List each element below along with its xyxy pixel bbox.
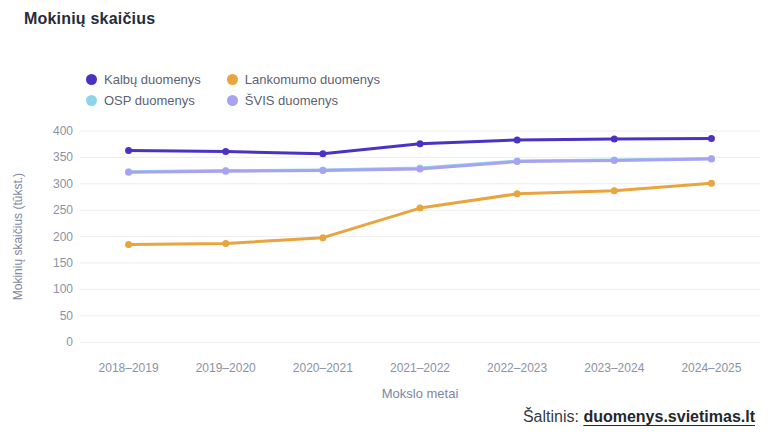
x-tick-label: 2023–2024	[584, 361, 644, 375]
y-tick-label: 200	[53, 230, 73, 244]
data-point[interactable]	[222, 240, 229, 247]
data-point[interactable]	[319, 150, 326, 157]
x-tick-label: 2022–2023	[487, 361, 547, 375]
y-tick-label: 400	[53, 124, 73, 138]
source-link[interactable]: duomenys.svietimas.lt	[583, 408, 755, 425]
chart-legend: Kalbų duomenys Lankomumo duomenys OSP du…	[86, 72, 380, 108]
line-series	[129, 183, 712, 244]
legend-marker-icon	[227, 74, 238, 85]
source-prefix: Šaltinis:	[523, 408, 583, 425]
data-point[interactable]	[319, 167, 326, 174]
data-point[interactable]	[611, 135, 618, 142]
data-point[interactable]	[708, 135, 715, 142]
data-point[interactable]	[514, 136, 521, 143]
data-point[interactable]	[125, 169, 132, 176]
data-point[interactable]	[125, 241, 132, 248]
data-point[interactable]	[611, 157, 618, 164]
data-point[interactable]	[222, 148, 229, 155]
data-point[interactable]	[417, 166, 424, 173]
chart-card: Mokinių skaičius Kalbų duomenys Lankomum…	[0, 0, 768, 440]
x-tick-label: 2024–2025	[681, 361, 741, 375]
legend-label: Lankomumo duomenys	[245, 72, 380, 87]
line-chart: 0 50 100 150 200 250 300 350 400 2018–2019 2019–20…	[0, 118, 768, 410]
legend-label: ŠVIS duomenys	[245, 93, 338, 108]
y-axis-title: Mokinių skaičius (tūkst.)	[11, 173, 25, 300]
x-tick-label: 2018–2019	[99, 361, 159, 375]
y-tick-label: 100	[53, 282, 73, 296]
y-tick-label: 50	[60, 309, 74, 323]
legend-item-osp[interactable]: OSP duomenys	[86, 93, 201, 108]
data-point[interactable]	[708, 180, 715, 187]
source-note: Šaltinis: duomenys.svietimas.lt	[523, 408, 755, 426]
legend-item-kalbu[interactable]: Kalbų duomenys	[86, 72, 201, 87]
x-tick-label: 2020–2021	[293, 361, 353, 375]
y-tick-label: 350	[53, 150, 73, 164]
legend-marker-icon	[86, 95, 97, 106]
legend-label: OSP duomenys	[104, 93, 195, 108]
y-tick-label: 150	[53, 256, 73, 270]
legend-item-svis[interactable]: ŠVIS duomenys	[227, 93, 380, 108]
data-point[interactable]	[611, 187, 618, 194]
y-tick-label: 0	[66, 335, 73, 349]
data-point[interactable]	[708, 155, 715, 162]
data-point[interactable]	[514, 158, 521, 165]
data-point[interactable]	[222, 168, 229, 175]
data-point[interactable]	[514, 190, 521, 197]
data-point[interactable]	[417, 140, 424, 147]
legend-label: Kalbų duomenys	[104, 72, 201, 87]
data-point[interactable]	[417, 205, 424, 212]
legend-marker-icon	[86, 74, 97, 85]
legend-marker-icon	[227, 95, 238, 106]
legend-item-lankomumo[interactable]: Lankomumo duomenys	[227, 72, 380, 87]
x-axis-title: Mokslo metai	[382, 386, 459, 401]
data-point[interactable]	[319, 234, 326, 241]
y-tick-label: 250	[53, 203, 73, 217]
chart-title: Mokinių skaičius	[24, 10, 155, 28]
data-point[interactable]	[125, 147, 132, 154]
x-tick-label: 2021–2022	[390, 361, 450, 375]
x-tick-label: 2019–2020	[196, 361, 256, 375]
y-tick-label: 300	[53, 177, 73, 191]
